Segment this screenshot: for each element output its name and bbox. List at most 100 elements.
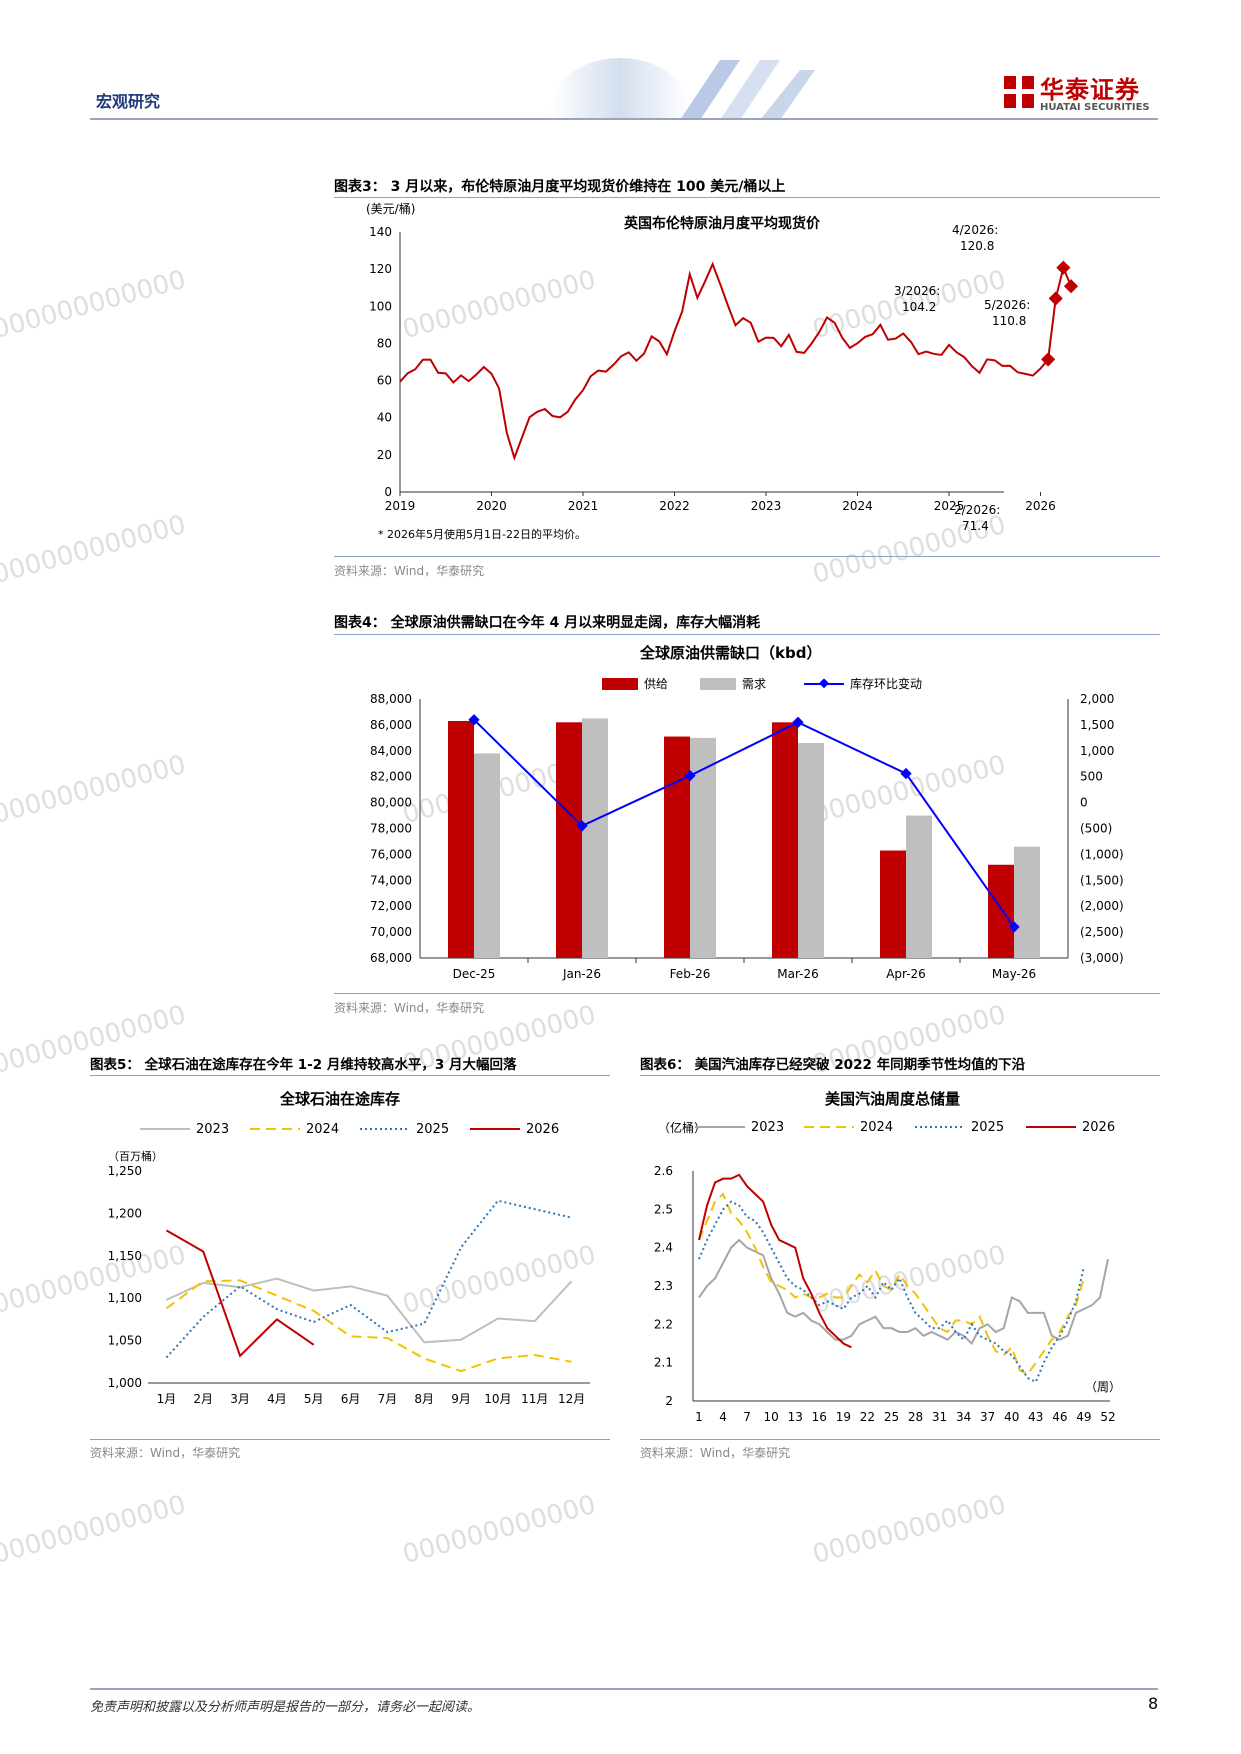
fig3-title: 图表3： 3 月以来，布伦特原油月度平均现货价维持在 100 美元/桶以上 [334,179,786,195]
fig6-title-rule [640,1075,1160,1076]
legend-label: 2024 [306,1122,339,1137]
x-tick-label: 7 [743,1410,751,1424]
fig6-chart: 美国汽油周度总储量 （亿桶） 2023 2024 2025 2026 2 2.1 2.2 2.3 2… [654,1090,1121,1424]
y-tick-label: 82,000 [370,770,412,784]
y-tick-label: 2.2 [654,1317,673,1331]
x-tick-label: 9月 [451,1392,471,1406]
annotation-value: 110.8 [992,314,1026,328]
watermark-text: 000000000000 [0,509,190,591]
fig5-source: 资料来源：Wind，华泰研究 [90,1446,241,1460]
y-tick-label: 72,000 [370,899,412,913]
watermark-text: 000000000000 [0,264,190,346]
legend-label: 库存环比变动 [850,676,922,691]
brent-price-line [399,261,1072,461]
x-tick-label: 49 [1076,1410,1091,1424]
annotation-value: 120.8 [960,239,994,253]
y-tick-label: 74,000 [370,873,412,887]
series-line-2026 [698,1173,852,1349]
demand-bar [906,815,932,958]
y-axis-unit: （亿桶） [658,1120,706,1135]
y-tick-label: 76,000 [370,847,412,861]
chart-title: 全球原油供需缺口（kbd） [639,644,821,662]
y-tick-label: 78,000 [370,822,412,836]
fig3-source: 资料来源：Wind，华泰研究 [334,564,485,578]
chart-title: 全球石油在途库存 [279,1090,400,1108]
x-tick-label: 25 [884,1410,899,1424]
y-tick-label: 1,150 [108,1249,142,1263]
y2-tick-label: (2,000) [1080,899,1124,913]
fig4-source: 资料来源：Wind，华泰研究 [334,1001,485,1015]
y2-tick-label: (1,000) [1080,847,1124,861]
brand-name: 华泰证券 [1040,76,1140,104]
y-tick-label: 1,000 [108,1376,142,1390]
inventory-change-point [576,820,588,832]
x-tick-label: 22 [860,1410,875,1424]
annotation-value: 71.4 [962,519,989,533]
y2-tick-label: 0 [1080,796,1088,810]
y-tick-label: 70,000 [370,925,412,939]
x-tick-label: 40 [1004,1410,1019,1424]
y-tick-label: 1,050 [108,1334,142,1348]
fig6-title: 图表6： 美国汽油库存已经突破 2022 年同期季节性均值的下沿 [640,1057,1026,1073]
y-axis-unit: （百万桶） [108,1149,163,1163]
x-tick-label: 3月 [230,1392,250,1406]
legend-label: 供给 [644,677,668,691]
x-tick-label: 1 [695,1410,703,1424]
legend-label: 2026 [1082,1120,1115,1135]
legend-swatch [700,678,736,690]
y-axis-unit: (美元/桶) [366,201,415,216]
legend-label: 2026 [526,1122,559,1137]
x-tick-label: 2019 [385,499,416,513]
watermark-text: 000000000000 [0,1489,190,1571]
fig3-title-rule [334,197,1160,198]
price-marker [1056,260,1071,275]
fig3-source-rule [334,556,1160,557]
x-tick-label: 19 [836,1410,851,1424]
inventory-change-point [1008,921,1020,933]
x-tick-label: 52 [1100,1410,1115,1424]
x-tick-label: 5月 [304,1392,324,1406]
legend-swatch [602,678,638,690]
series-line-2025 [165,1199,572,1359]
y-tick-label: 84,000 [370,744,412,758]
x-tick-label: 1月 [157,1392,177,1406]
x-tick-label: May-26 [992,967,1036,981]
y-tick-label: 120 [369,262,392,276]
x-tick-label: 4月 [267,1392,287,1406]
price-marker [1063,279,1079,294]
header-divider [90,118,1158,120]
page-number: 8 [1148,1694,1159,1713]
x-tick-label: 16 [812,1410,827,1424]
x-tick-label: 46 [1052,1410,1067,1424]
x-tick-label: 13 [788,1410,803,1424]
legend-label: 2024 [860,1120,893,1135]
y-tick-label: 80,000 [370,796,412,810]
y2-tick-label: 1,500 [1080,718,1114,732]
huatai-logo-icon [1004,76,1034,108]
series-line-2024 [698,1192,1085,1376]
x-tick-label: 2月 [193,1392,213,1406]
demand-bar [582,718,608,958]
y2-tick-label: (3,000) [1080,951,1124,965]
x-tick-label: 7月 [378,1392,398,1406]
annotation-label: 3/2026: [894,284,940,298]
supply-bar [556,722,582,958]
x-tick-label: Jan-26 [562,967,601,981]
y-tick-label: 86,000 [370,718,412,732]
inventory-change-point [684,770,696,782]
x-axis-unit: （周） [1085,1380,1121,1394]
disclaimer: 免责声明和披露以及分析师声明是报告的一部分，请务必一起阅读。 [90,1700,481,1715]
x-tick-label: 31 [932,1410,947,1424]
supply-bar [664,736,690,958]
series-line-2023 [165,1277,573,1344]
y2-tick-label: (1,500) [1080,873,1124,887]
annotation-value: 104.2 [902,300,936,314]
y-tick-label: 68,000 [370,951,412,965]
x-tick-label: 10月 [484,1392,511,1406]
demand-bar [1014,846,1040,958]
demand-bar [798,743,824,958]
series-line-2023 [698,1238,1109,1346]
x-tick-label: 6月 [341,1392,361,1406]
annotation-label: 4/2026: [952,223,998,237]
x-tick-label: 10 [764,1410,779,1424]
